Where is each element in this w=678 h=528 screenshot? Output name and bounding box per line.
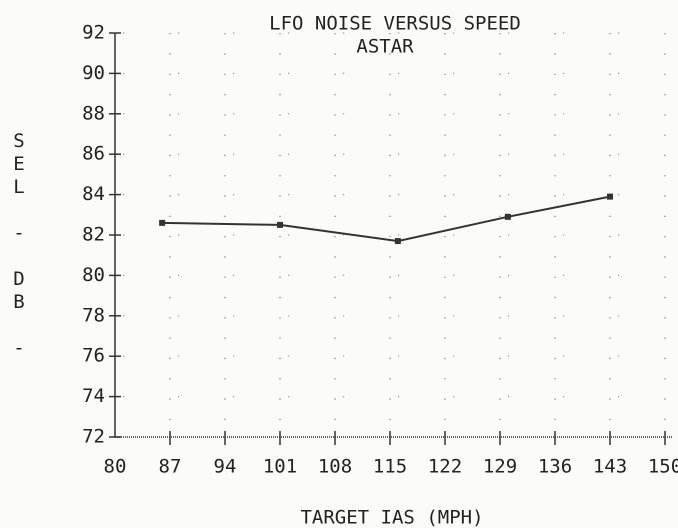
x-tick-label: 80: [104, 456, 127, 478]
y-tick-label: 82: [82, 224, 105, 246]
y-tick-label: 72: [82, 426, 105, 448]
data-point: [504, 213, 511, 220]
data-point: [607, 193, 613, 200]
x-tick-label: 122: [428, 456, 462, 478]
data-point: [159, 219, 166, 226]
y-axis-label: SEL - DB -: [8, 130, 30, 360]
x-tick-label: 94: [214, 456, 237, 478]
data-line: [162, 195, 611, 243]
x-tick-label: 136: [538, 456, 572, 478]
x-tick-label: 150: [648, 456, 678, 478]
y-tick-label: 92: [82, 22, 105, 44]
x-tick-label: 87: [159, 456, 182, 478]
data-point: [394, 238, 401, 245]
x-tick-label: 129: [483, 456, 517, 478]
y-tick-label: 84: [82, 183, 105, 205]
x-tick-label: 108: [318, 456, 352, 478]
chart-title: LFO NOISE VERSUS SPEED: [269, 13, 521, 35]
x-tick-label: 101: [263, 456, 297, 478]
chart-subtitle: ASTAR: [356, 36, 414, 58]
y-tick-label: 80: [82, 264, 105, 286]
y-tick-label: 90: [82, 62, 105, 84]
y-tick-label: 74: [82, 385, 105, 407]
x-tick-label: 115: [373, 456, 407, 478]
y-tick-label: 86: [82, 143, 105, 165]
y-tick-label: 78: [82, 304, 105, 326]
x-axis-label: TARGET IAS (MPH): [300, 507, 483, 528]
data-point: [277, 221, 283, 228]
y-tick-label: 88: [82, 102, 105, 124]
x-tick-label: 143: [593, 456, 627, 478]
y-tick-label: 76: [82, 345, 105, 367]
